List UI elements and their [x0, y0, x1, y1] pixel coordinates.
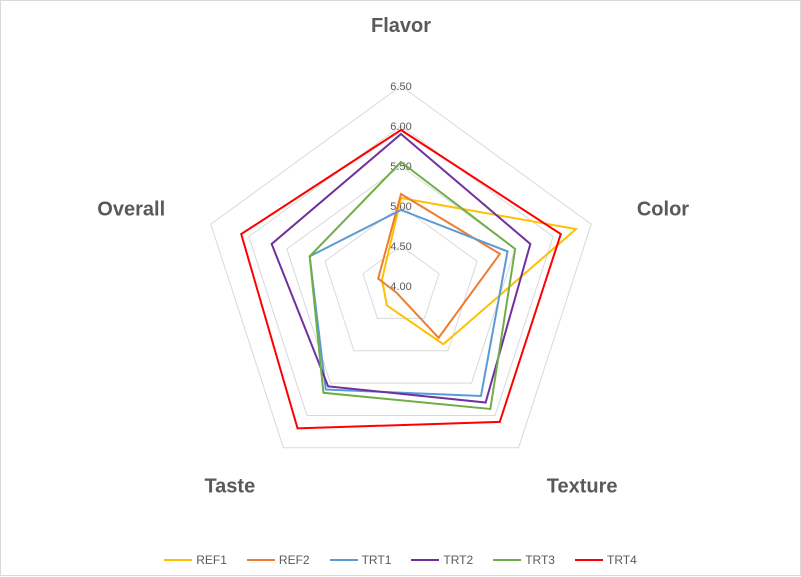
- axis-label: Texture: [547, 476, 618, 498]
- legend-label: REF1: [196, 553, 227, 567]
- chart-legend: REF1 REF2 TRT1 TRT2 TRT3 TRT4: [1, 550, 800, 567]
- legend-label: TRT3: [525, 553, 555, 567]
- legend-label: TRT1: [362, 553, 392, 567]
- legend-label: TRT2: [443, 553, 473, 567]
- legend-item-TRT1: TRT1: [330, 553, 392, 567]
- legend-swatch: [493, 559, 521, 561]
- axis-label: Taste: [204, 476, 255, 498]
- legend-item-TRT2: TRT2: [411, 553, 473, 567]
- tick-label: 4.50: [390, 241, 411, 253]
- legend-item-REF1: REF1: [164, 553, 227, 567]
- series-TRT1: [310, 210, 508, 396]
- legend-item-TRT3: TRT3: [493, 553, 555, 567]
- radar-chart-svg: 4.004.505.005.506.006.50FlavorColorTextu…: [1, 1, 801, 577]
- legend-swatch: [164, 559, 192, 561]
- legend-swatch: [411, 559, 439, 561]
- tick-label: 6.50: [390, 81, 411, 93]
- grid-ring: [325, 206, 477, 351]
- axis-label: Color: [637, 198, 689, 220]
- radar-chart-container: 4.004.505.005.506.006.50FlavorColorTextu…: [0, 0, 801, 576]
- tick-label: 6.00: [390, 121, 411, 133]
- legend-swatch: [247, 559, 275, 561]
- legend-label: REF2: [279, 553, 310, 567]
- series-TRT4: [241, 130, 561, 428]
- tick-label: 5.00: [390, 201, 411, 213]
- legend-label: TRT4: [607, 553, 637, 567]
- series-REF1: [382, 198, 576, 344]
- legend-item-TRT4: TRT4: [575, 553, 637, 567]
- legend-item-REF2: REF2: [247, 553, 310, 567]
- axis-label: Flavor: [371, 15, 431, 37]
- axis-label: Overall: [97, 198, 165, 220]
- legend-swatch: [575, 559, 603, 561]
- legend-swatch: [330, 559, 358, 561]
